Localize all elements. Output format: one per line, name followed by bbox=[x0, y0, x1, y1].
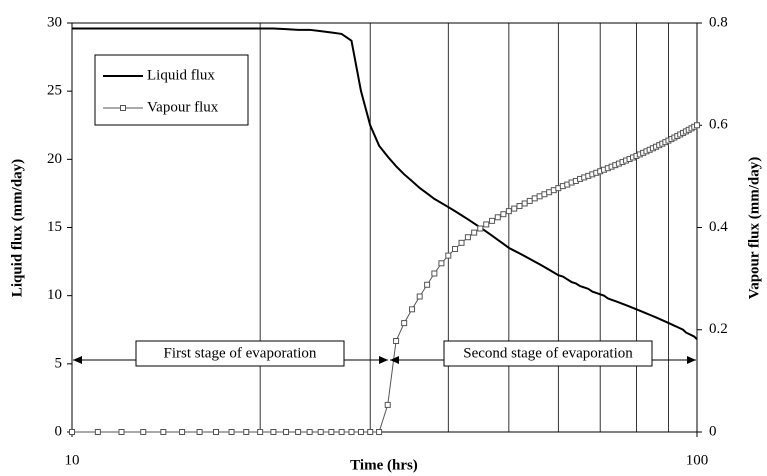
marker bbox=[393, 337, 400, 344]
marker bbox=[160, 429, 167, 435]
marker bbox=[505, 208, 512, 215]
marker bbox=[348, 429, 355, 435]
x-tick-label: 100 bbox=[686, 452, 709, 468]
marker bbox=[438, 260, 445, 267]
y2-tick-label: 0 bbox=[709, 423, 717, 439]
marker bbox=[424, 281, 431, 288]
marker bbox=[500, 211, 507, 218]
marker bbox=[295, 429, 302, 435]
marker bbox=[328, 429, 335, 435]
legend-box bbox=[94, 54, 249, 126]
marker bbox=[471, 229, 478, 236]
legend-label: Vapour flux bbox=[147, 99, 219, 115]
marker bbox=[521, 200, 528, 207]
y-tick-label: 0 bbox=[55, 423, 63, 439]
marker bbox=[306, 429, 313, 435]
y-tick-label: 25 bbox=[47, 83, 62, 99]
marker bbox=[531, 195, 538, 202]
x-axis-label: Time (hrs) bbox=[350, 457, 418, 473]
marker bbox=[257, 429, 264, 435]
y-tick-label: 10 bbox=[47, 287, 62, 303]
marker bbox=[536, 193, 543, 200]
marker bbox=[118, 429, 125, 435]
legend-marker bbox=[120, 105, 126, 111]
marker bbox=[445, 252, 452, 259]
marker bbox=[317, 429, 324, 435]
y-axis-label: Liquid flux (mm/day) bbox=[9, 159, 25, 297]
marker bbox=[494, 214, 501, 221]
annotation: First stage of evaporation bbox=[164, 345, 317, 361]
marker bbox=[483, 221, 490, 228]
marker bbox=[464, 234, 471, 241]
marker bbox=[511, 205, 518, 212]
marker bbox=[694, 122, 700, 129]
marker bbox=[516, 203, 523, 210]
marker bbox=[376, 429, 383, 435]
marker bbox=[489, 217, 496, 224]
y2-tick-label: 0.4 bbox=[709, 219, 728, 235]
annotation-box bbox=[135, 340, 345, 367]
marker bbox=[384, 401, 391, 408]
marker bbox=[196, 429, 203, 435]
marker bbox=[458, 239, 465, 246]
y2-tick-label: 0.6 bbox=[709, 117, 728, 133]
y-tick-label: 5 bbox=[55, 355, 63, 371]
legend-label: Liquid flux bbox=[147, 67, 215, 83]
marker bbox=[367, 429, 374, 435]
marker bbox=[94, 429, 101, 435]
marker bbox=[179, 429, 186, 435]
marker bbox=[357, 429, 364, 435]
marker bbox=[416, 293, 423, 300]
marker bbox=[451, 245, 458, 252]
marker bbox=[213, 429, 220, 435]
marker bbox=[283, 429, 290, 435]
y-tick-label: 15 bbox=[47, 219, 62, 235]
marker bbox=[431, 270, 438, 277]
marker bbox=[409, 306, 416, 313]
y2-tick-label: 0.2 bbox=[709, 321, 728, 337]
x-tick-label: 10 bbox=[65, 452, 80, 468]
marker bbox=[228, 429, 235, 435]
annotation: Second stage of evaporation bbox=[463, 345, 633, 361]
y-tick-label: 30 bbox=[47, 14, 62, 30]
y2-tick-label: 0.8 bbox=[709, 14, 728, 30]
annotation-box bbox=[443, 340, 653, 367]
marker bbox=[140, 429, 147, 435]
marker bbox=[69, 429, 75, 435]
marker bbox=[477, 225, 484, 232]
series-line bbox=[72, 27, 698, 341]
marker bbox=[526, 197, 533, 204]
marker bbox=[338, 429, 345, 435]
marker bbox=[401, 320, 408, 327]
marker bbox=[243, 429, 250, 435]
marker bbox=[270, 429, 277, 435]
annotations: First stage of evaporation Second stage … bbox=[73, 340, 696, 367]
y-tick-label: 20 bbox=[47, 151, 62, 167]
y2-axis-label: Vapour flux (mm/day) bbox=[746, 157, 762, 300]
